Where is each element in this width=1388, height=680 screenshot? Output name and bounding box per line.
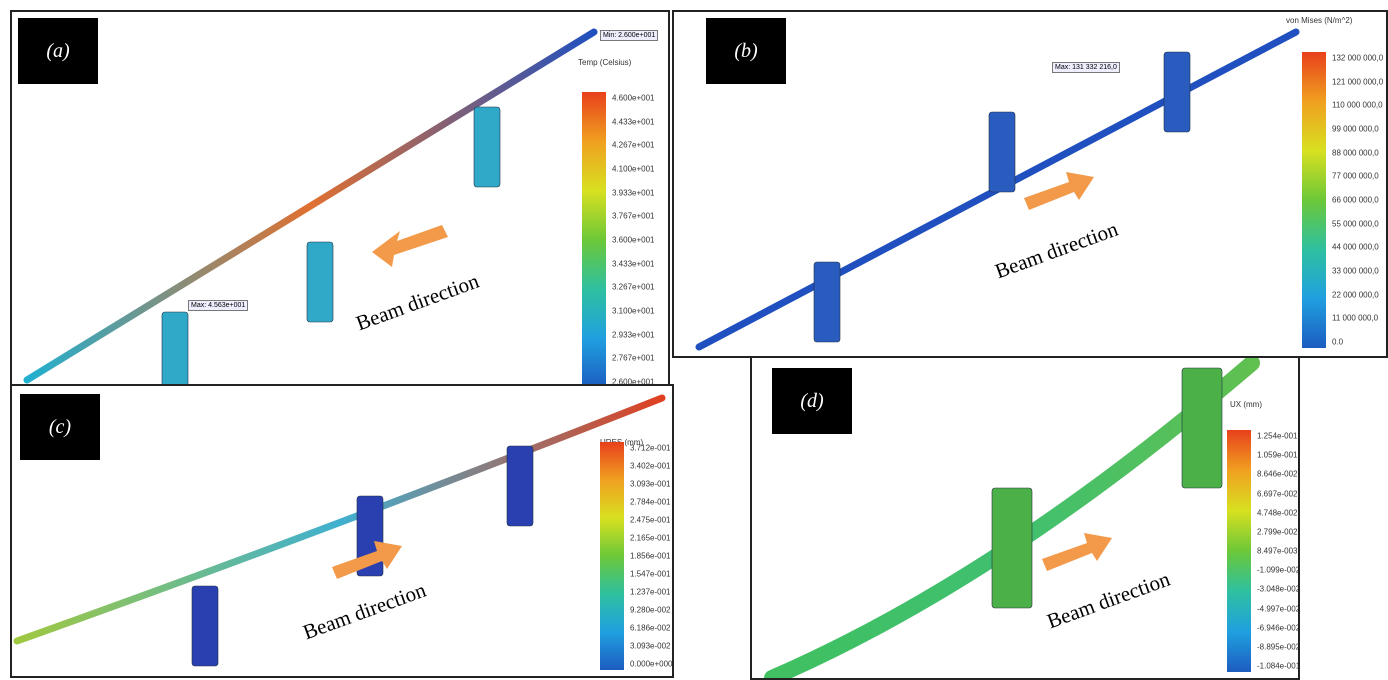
legend-label: 132 000 000,0 (1332, 54, 1383, 63)
panel: (a) Temp (Celsius) 4.600e+001 4.433e+001 4.2… (10, 10, 670, 386)
legend-title: von Mises (N/m^2) (1286, 16, 1352, 25)
legend-label: 3.712e-001 (630, 444, 670, 453)
legend-label: 55 000 000,0 (1332, 219, 1379, 228)
legend-title: UX (mm) (1230, 400, 1262, 409)
legend-label: -3.048e-002 (1257, 585, 1300, 594)
legend-label: -6.946e-002 (1257, 623, 1300, 632)
legend-label: 1.059e-001 (1257, 451, 1297, 460)
legend-colorbar (582, 92, 606, 386)
annotation: Min: 2.600e+001 (600, 30, 658, 41)
legend-label: 2.799e-002 (1257, 527, 1297, 536)
legend-label: 1.254e-001 (1257, 432, 1297, 441)
legend-label: 2.933e+001 (612, 330, 655, 339)
legend-label: 22 000 000,0 (1332, 290, 1379, 299)
panel: (b) von Mises (N/m^2) 132 000 000,0 121 000… (672, 10, 1388, 358)
legend-label: -1.099e-002 (1257, 566, 1300, 575)
annotation: Max: 131 332 216,0 (1052, 62, 1120, 73)
legend-label: 6.697e-002 (1257, 489, 1297, 498)
legend-label: 110 000 000,0 (1332, 101, 1383, 110)
legend-label: 3.100e+001 (612, 307, 655, 316)
legend-label: 4.267e+001 (612, 141, 655, 150)
legend-label: 2.475e-001 (630, 516, 670, 525)
legend-label: 33 000 000,0 (1332, 267, 1379, 276)
legend-label: 8.497e-003 (1257, 547, 1297, 556)
annotation: Max: 4.563e+001 (188, 300, 248, 311)
panel: (c)URES (mm)3.712e-0013.402e-0013.093e-0… (10, 384, 674, 678)
legend-label: 8.646e-002 (1257, 470, 1297, 479)
legend-label: 3.093e-001 (630, 480, 670, 489)
legend-label: 4.600e+001 (612, 94, 655, 103)
legend-colorbar (1302, 52, 1326, 348)
legend-label: 6.186e-002 (630, 624, 670, 633)
legend-label: 4.100e+001 (612, 165, 655, 174)
legend-label: 99 000 000,0 (1332, 125, 1379, 134)
legend-label: 2.767e+001 (612, 354, 655, 363)
legend-label: 121 000 000,0 (1332, 77, 1383, 86)
panel-label: (c) (20, 394, 100, 460)
legend-label: 11 000 000,0 (1332, 314, 1378, 323)
legend-label: 3.093e-002 (630, 642, 670, 651)
legend-label: 66 000 000,0 (1332, 196, 1379, 205)
legend-label: 1.237e-001 (630, 588, 670, 597)
panel: (d) UX (mm) 1.254e-001 1.059e-001 8.646e-002… (750, 356, 1300, 680)
legend-label: 4.433e+001 (612, 117, 655, 126)
legend-label: 3.267e+001 (612, 283, 655, 292)
legend-label: 2.784e-001 (630, 498, 670, 507)
panel-label: (d) (772, 368, 852, 434)
beam-render (12, 386, 674, 678)
legend-label: 3.600e+001 (612, 236, 655, 245)
legend-label: 88 000 000,0 (1332, 148, 1379, 157)
legend-label: 3.402e-001 (630, 462, 670, 471)
legend-label: 3.767e+001 (612, 212, 655, 221)
legend-label: 4.748e-002 (1257, 508, 1297, 517)
legend-label: 0.000e+000 (630, 660, 673, 669)
panel-label: (b) (706, 18, 786, 84)
legend-label: -4.997e-002 (1257, 604, 1300, 613)
legend-label: 44 000 000,0 (1332, 243, 1379, 252)
legend-label: 1.547e-001 (630, 570, 670, 579)
figure: {"panels": [ {"label": "(a)", "legend_ti… (0, 0, 1388, 680)
legend-label: 77 000 000,0 (1332, 172, 1379, 181)
legend-colorbar (600, 442, 624, 670)
panel-label: (a) (18, 18, 98, 84)
legend-label: 3.433e+001 (612, 259, 655, 268)
legend-label: 2.165e-001 (630, 534, 670, 543)
legend-label: -8.895e-002 (1257, 642, 1300, 651)
legend-label: -1.084e-001 (1257, 662, 1300, 671)
beam-render (12, 12, 670, 386)
legend-label: 9.280e-002 (630, 606, 670, 615)
legend-label: 1.856e-001 (630, 552, 670, 561)
legend-label: 3.933e+001 (612, 188, 655, 197)
legend-title: Temp (Celsius) (578, 58, 631, 67)
legend-colorbar (1227, 430, 1251, 672)
legend-label: 0.0 (1332, 338, 1343, 347)
